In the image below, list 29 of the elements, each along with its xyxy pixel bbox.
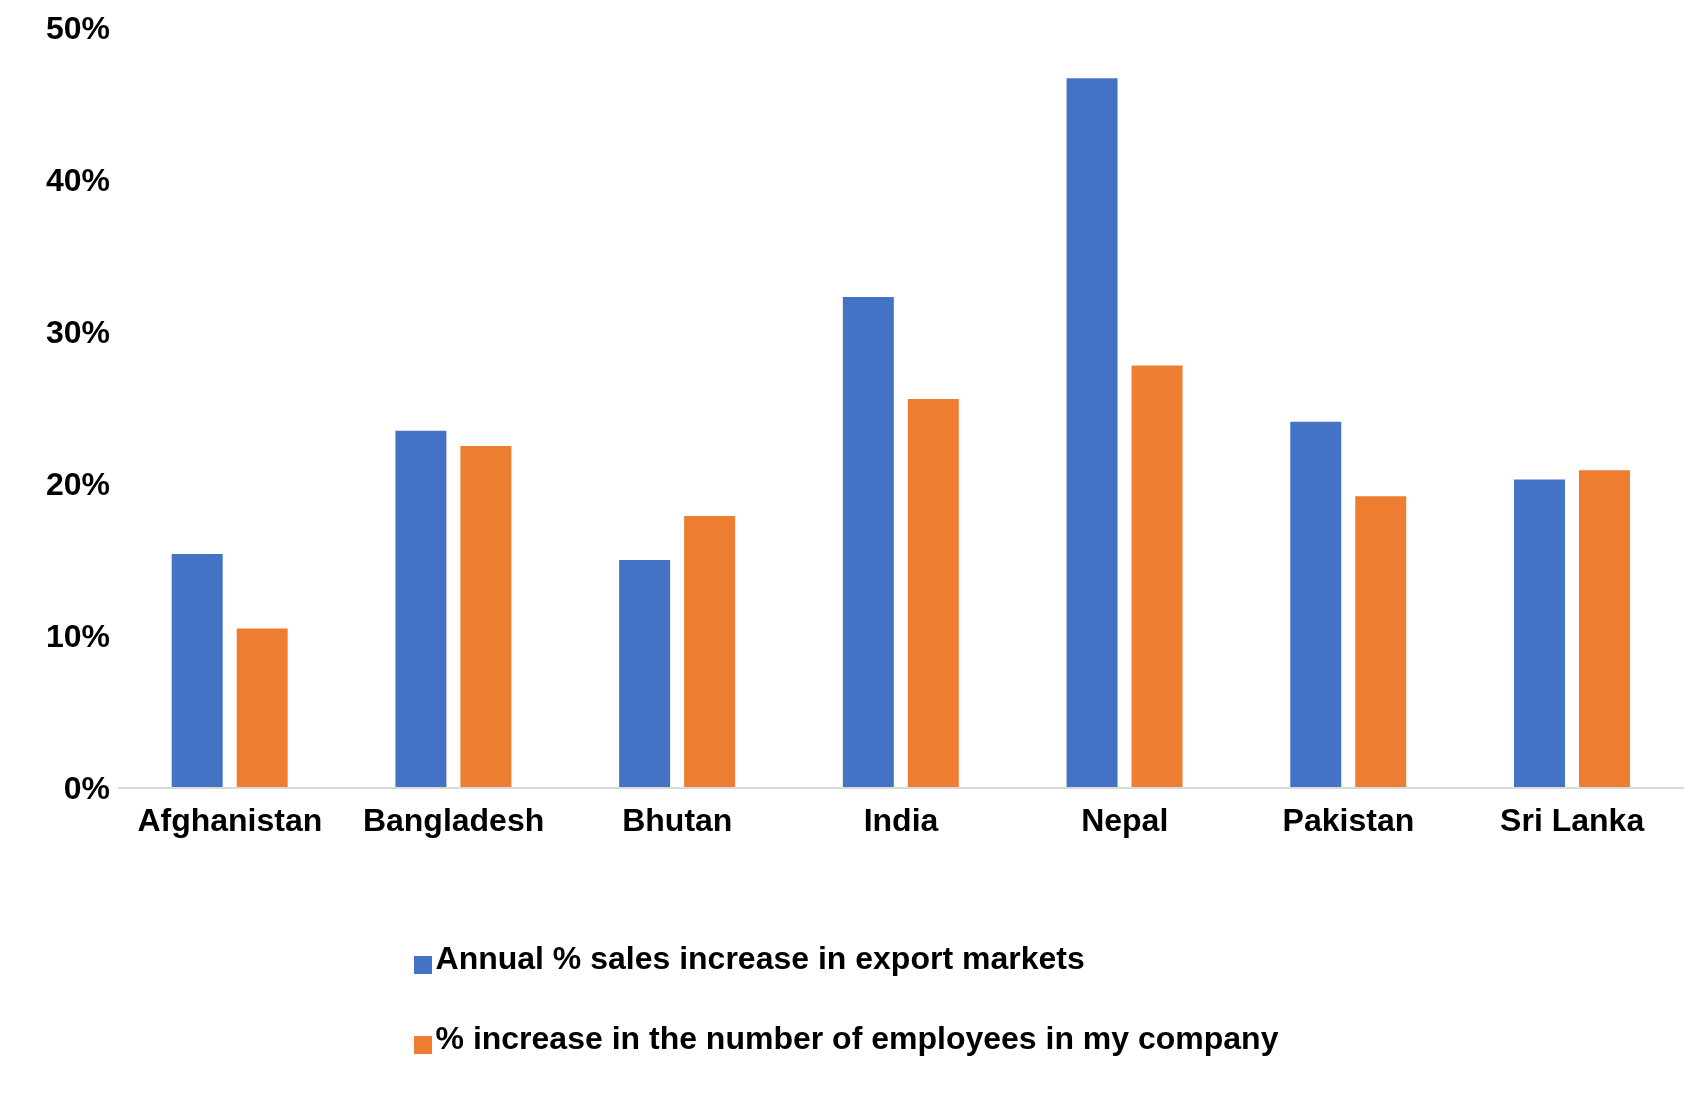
bar — [171, 553, 223, 788]
y-tick-label: 50% — [45, 10, 110, 47]
bar — [619, 560, 671, 788]
x-tick-label: Sri Lanka — [1500, 801, 1645, 838]
bar — [907, 398, 959, 788]
x-tick-label: Pakistan — [1282, 801, 1415, 838]
bar — [1355, 496, 1407, 788]
bar — [684, 515, 736, 788]
x-tick-label: Nepal — [1081, 801, 1169, 838]
bar — [1066, 78, 1118, 788]
x-tick-label: India — [863, 801, 939, 838]
x-tick-label: Bangladesh — [362, 801, 545, 838]
bar — [1513, 479, 1565, 788]
legend-label: Annual % sales increase in export markets — [435, 940, 1085, 976]
bar — [236, 628, 288, 788]
y-tick-label: 30% — [45, 314, 110, 351]
bar — [842, 297, 894, 788]
legend-label: % increase in the number of employees in my company — [435, 1020, 1279, 1056]
y-tick-label: 0% — [63, 770, 110, 807]
bar — [1578, 470, 1630, 788]
y-tick-label: 10% — [45, 618, 110, 655]
x-tick-label: Bhutan — [622, 801, 733, 838]
bar — [395, 430, 447, 788]
bar — [1290, 421, 1342, 788]
y-tick-label: 40% — [45, 162, 110, 199]
y-tick-label: 20% — [45, 466, 110, 503]
bar — [1131, 365, 1183, 788]
x-tick-label: Afghanistan — [137, 801, 323, 838]
bar — [460, 446, 512, 788]
